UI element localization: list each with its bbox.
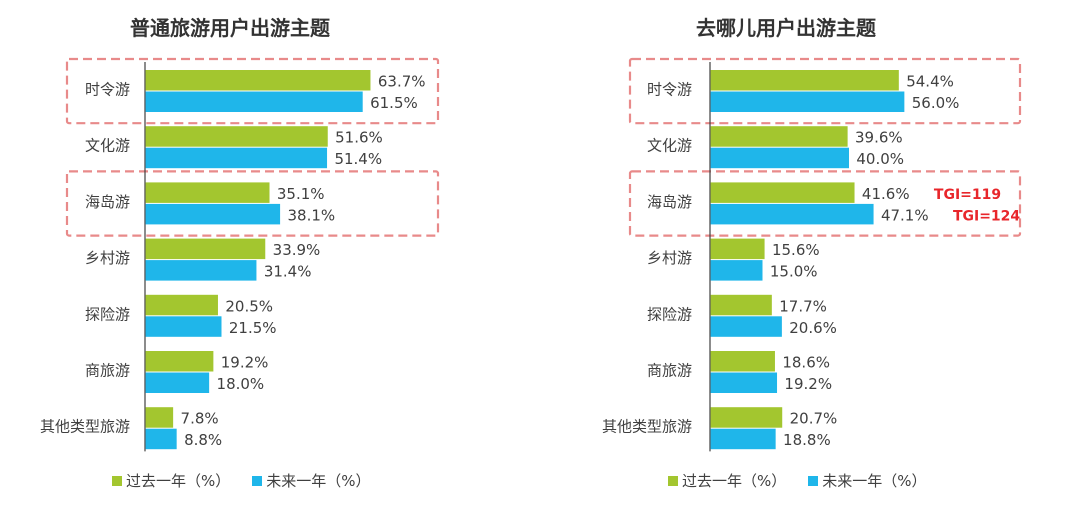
bar-future bbox=[710, 91, 905, 112]
category-label: 商旅游 bbox=[85, 362, 130, 380]
chart-title: 去哪儿用户出游主题 bbox=[696, 16, 876, 40]
bar-past bbox=[710, 182, 855, 203]
chart-panel-left: 普通旅游用户出游主题 时令游 63.7% 61.5% 文化游 51.6% 51.4% 海岛游… bbox=[0, 0, 534, 505]
bar-past bbox=[710, 70, 899, 91]
data-label: 8.8% bbox=[184, 431, 222, 449]
bar-future bbox=[710, 316, 782, 337]
data-label: 18.8% bbox=[783, 431, 831, 449]
tgi-annotation: TGI=119 bbox=[934, 187, 1001, 203]
chart-title: 普通旅游用户出游主题 bbox=[130, 16, 330, 40]
category-label: 时令游 bbox=[85, 81, 130, 99]
category-label: 其他类型旅游 bbox=[602, 418, 692, 436]
data-label: 19.2% bbox=[221, 354, 269, 372]
chart-plot: 时令游 54.4% 56.0% 文化游 39.6% 40.0% 海岛游 41.6% 47.1% 乡… bbox=[602, 57, 1022, 452]
category-label: 探险游 bbox=[85, 305, 130, 323]
bar-future bbox=[145, 203, 281, 225]
legend-item-future: 未来一年（%） bbox=[252, 470, 371, 491]
data-label: 7.8% bbox=[181, 410, 219, 428]
category-label: 海岛游 bbox=[85, 193, 130, 211]
data-label: 17.7% bbox=[779, 297, 827, 315]
bar-past bbox=[145, 70, 371, 91]
data-label: 15.0% bbox=[770, 263, 818, 281]
data-label: 47.1% bbox=[881, 206, 929, 224]
category-label: 文化游 bbox=[647, 137, 692, 155]
category-label: 其他类型旅游 bbox=[40, 418, 130, 436]
data-label: 56.0% bbox=[912, 94, 960, 112]
bar-future bbox=[710, 203, 874, 225]
bar-past bbox=[710, 126, 848, 147]
legend-item-future: 未来一年（%） bbox=[808, 470, 927, 491]
data-label: 51.4% bbox=[334, 150, 382, 168]
data-label: 31.4% bbox=[264, 263, 312, 281]
bar-past bbox=[145, 351, 214, 372]
data-label: 20.7% bbox=[790, 410, 838, 428]
data-label: 33.9% bbox=[273, 241, 321, 259]
chart-legend: 过去一年（%） 未来一年（%） bbox=[112, 470, 393, 491]
bar-past bbox=[145, 407, 174, 428]
data-label: 41.6% bbox=[862, 185, 910, 203]
data-label: 51.6% bbox=[335, 129, 383, 147]
category-label: 乡村游 bbox=[85, 249, 130, 267]
bar-past bbox=[710, 407, 783, 428]
category-label: 商旅游 bbox=[647, 362, 692, 380]
category-label: 文化游 bbox=[85, 137, 130, 155]
bar-past bbox=[710, 238, 765, 260]
data-label: 19.2% bbox=[784, 375, 832, 393]
bar-past bbox=[145, 182, 270, 203]
data-label: 18.0% bbox=[217, 375, 265, 393]
legend-label-past: 过去一年（%） bbox=[126, 472, 231, 490]
bar-past bbox=[710, 351, 775, 372]
bar-future bbox=[145, 372, 210, 393]
legend-swatch-past bbox=[112, 475, 122, 486]
legend-label-past: 过去一年（%） bbox=[682, 472, 787, 490]
legend-label-future: 未来一年（%） bbox=[822, 472, 927, 490]
tgi-annotation: TGI=124 bbox=[953, 208, 1020, 224]
category-label: 时令游 bbox=[647, 81, 692, 99]
bar-future bbox=[710, 428, 776, 450]
bar-future bbox=[145, 147, 328, 169]
bar-future bbox=[145, 316, 222, 337]
legend-swatch-future bbox=[252, 475, 263, 486]
highlight-box bbox=[628, 57, 1022, 125]
chart-plot: 时令游 63.7% 61.5% 文化游 51.6% 51.4% 海岛游 35.1% 38.1% 乡… bbox=[40, 57, 440, 452]
data-label: 40.0% bbox=[856, 150, 904, 168]
highlight-box bbox=[65, 57, 440, 125]
bar-past bbox=[145, 126, 328, 147]
bar-future bbox=[145, 428, 177, 450]
bar-future bbox=[710, 147, 849, 169]
bar-future bbox=[710, 372, 778, 393]
data-label: 39.6% bbox=[855, 129, 903, 147]
legend-item-past: 过去一年（%） bbox=[112, 470, 230, 491]
legend-swatch-future bbox=[808, 475, 819, 486]
highlight-box bbox=[628, 170, 1022, 237]
category-label: 海岛游 bbox=[647, 193, 692, 211]
legend-label-future: 未来一年（%） bbox=[266, 472, 371, 490]
data-label: 18.6% bbox=[782, 354, 830, 372]
data-label: 35.1% bbox=[277, 185, 325, 203]
legend-item-past: 过去一年（%） bbox=[668, 470, 786, 491]
data-label: 20.5% bbox=[225, 297, 273, 315]
category-label: 探险游 bbox=[647, 305, 692, 323]
data-label: 54.4% bbox=[906, 73, 954, 91]
bar-future bbox=[710, 260, 763, 281]
bar-past bbox=[145, 238, 266, 260]
data-label: 20.6% bbox=[789, 319, 837, 337]
category-label: 乡村游 bbox=[647, 249, 692, 267]
bar-future bbox=[145, 91, 363, 112]
data-label: 21.5% bbox=[229, 319, 277, 337]
bar-past bbox=[145, 294, 218, 316]
chart-legend: 过去一年（%） 未来一年（%） bbox=[668, 470, 949, 491]
highlight-box bbox=[65, 170, 440, 237]
data-label: 15.6% bbox=[772, 241, 820, 259]
data-label: 38.1% bbox=[287, 206, 335, 224]
data-label: 63.7% bbox=[378, 73, 426, 91]
data-label: 61.5% bbox=[370, 94, 418, 112]
bar-future bbox=[145, 260, 257, 281]
legend-swatch-past bbox=[668, 475, 678, 486]
chart-panel-right: 去哪儿用户出游主题 时令游 54.4% 56.0% 文化游 39.6% 40.0% 海岛游 4… bbox=[534, 0, 1069, 505]
bar-past bbox=[710, 294, 772, 316]
